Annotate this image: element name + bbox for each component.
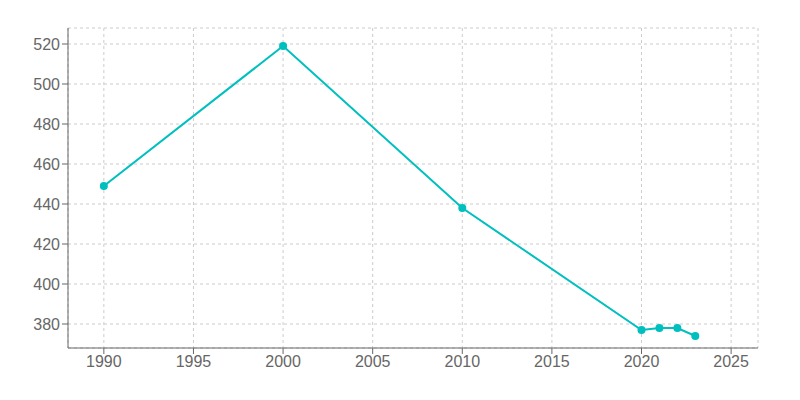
svg-text:520: 520 bbox=[33, 36, 60, 53]
svg-text:480: 480 bbox=[33, 116, 60, 133]
svg-text:420: 420 bbox=[33, 236, 60, 253]
svg-text:440: 440 bbox=[33, 196, 60, 213]
svg-text:2015: 2015 bbox=[534, 353, 570, 370]
svg-text:500: 500 bbox=[33, 76, 60, 93]
svg-text:460: 460 bbox=[33, 156, 60, 173]
svg-text:1990: 1990 bbox=[86, 353, 122, 370]
svg-text:400: 400 bbox=[33, 276, 60, 293]
svg-text:2020: 2020 bbox=[624, 353, 660, 370]
svg-text:2025: 2025 bbox=[713, 353, 749, 370]
svg-text:2000: 2000 bbox=[265, 353, 301, 370]
svg-text:2010: 2010 bbox=[444, 353, 480, 370]
svg-text:1995: 1995 bbox=[176, 353, 212, 370]
svg-text:2005: 2005 bbox=[355, 353, 391, 370]
svg-text:380: 380 bbox=[33, 316, 60, 333]
